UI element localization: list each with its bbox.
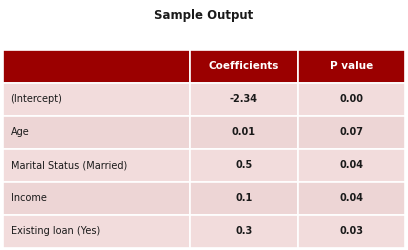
- Text: Coefficients: Coefficients: [208, 62, 279, 72]
- Text: 0.04: 0.04: [339, 160, 363, 170]
- Text: 0.01: 0.01: [232, 127, 256, 137]
- Text: 0.5: 0.5: [235, 160, 253, 170]
- Text: 0.07: 0.07: [339, 127, 363, 137]
- Text: 0.1: 0.1: [235, 193, 253, 203]
- Text: P value: P value: [330, 62, 373, 72]
- Text: Existing loan (Yes): Existing loan (Yes): [11, 226, 100, 236]
- Text: Age: Age: [11, 127, 29, 137]
- Text: 0.00: 0.00: [339, 94, 363, 104]
- Text: (Intercept): (Intercept): [11, 94, 62, 104]
- Text: -2.34: -2.34: [230, 94, 258, 104]
- Text: 0.03: 0.03: [339, 226, 363, 236]
- Text: 0.04: 0.04: [339, 193, 363, 203]
- Text: Sample Output: Sample Output: [154, 9, 254, 22]
- Text: Income: Income: [11, 193, 47, 203]
- Text: 0.3: 0.3: [235, 226, 253, 236]
- Text: Marital Status (Married): Marital Status (Married): [11, 160, 127, 170]
